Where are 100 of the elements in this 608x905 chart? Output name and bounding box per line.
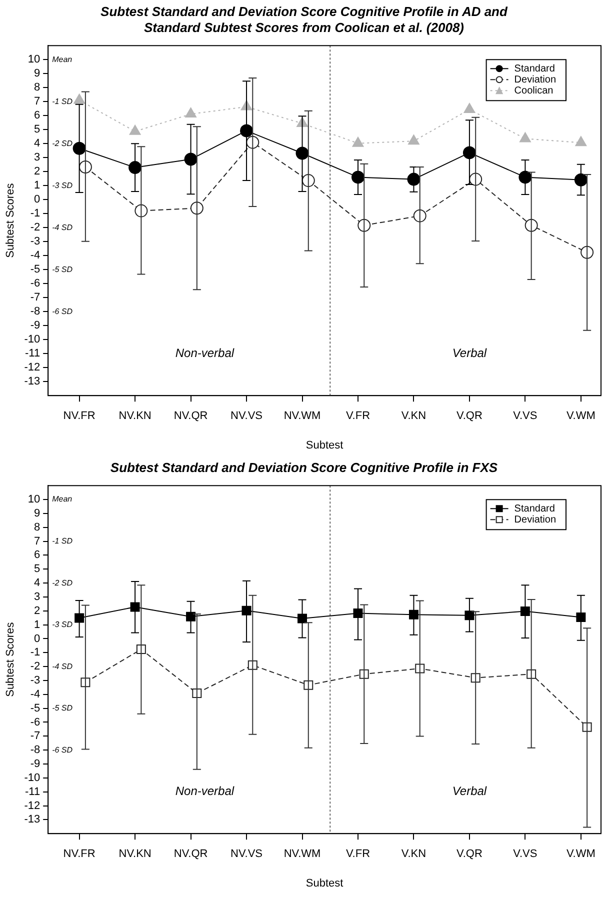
chart-title: Subtest Standard and Deviation Score Cognitive Profile in FXS (109, 460, 499, 476)
point (74, 94, 86, 104)
y-tick-label: -13 (24, 814, 40, 826)
y-tick-label: -7 (30, 730, 40, 742)
annotation: -3 SD (52, 180, 73, 190)
x-tick-label: NV.WM (284, 410, 321, 422)
x-tick-label: V.KN (401, 848, 426, 860)
y-tick-label: -13 (24, 376, 40, 388)
x-tick-label: NV.VS (230, 410, 263, 422)
y-tick-label: 6 (34, 549, 40, 562)
point (408, 134, 420, 145)
y-tick-label: 6 (34, 110, 40, 122)
annotation: -1 SD (52, 96, 73, 106)
y-axis-title: Subtest Scores (4, 182, 17, 258)
y-tick-label: 1 (34, 180, 40, 192)
y-tick-label: 2 (34, 166, 40, 178)
y-tick-label: 9 (34, 507, 40, 520)
x-axis-title: Subtest (306, 877, 344, 890)
y-tick-label: 5 (34, 124, 40, 136)
annotation: Mean (52, 494, 73, 504)
x-tick-label: NV.FR (63, 848, 96, 860)
annotation: Mean (52, 54, 73, 64)
y-tick-label: -6 (30, 716, 40, 728)
annotation: -5 SD (52, 264, 73, 274)
y-tick-label: -11 (25, 348, 40, 360)
annotation: Non-verbal (175, 346, 234, 360)
legend-label: Standard (514, 503, 555, 514)
y-tick-label: 2 (34, 604, 40, 617)
y-tick-label: 7 (34, 535, 40, 548)
annotation: -1 SD (52, 536, 73, 546)
y-tick-label: -12 (24, 800, 40, 812)
y-tick-label: -10 (24, 772, 40, 784)
annotation: -3 SD (52, 620, 73, 630)
y-tick-label: 7 (34, 96, 40, 108)
y-tick-label: -10 (24, 334, 40, 346)
y-tick-label: 8 (34, 521, 40, 534)
point (464, 102, 476, 113)
y-tick-label: 10 (28, 54, 40, 66)
x-tick-label: V.FR (346, 410, 370, 422)
annotation: -5 SD (52, 704, 73, 713)
annotation: -4 SD (52, 662, 73, 671)
y-tick-label: -6 (30, 278, 40, 290)
y-tick-label: -4 (30, 250, 40, 262)
y-tick-label: 1 (34, 618, 40, 631)
x-tick-label: NV.VS (230, 848, 263, 860)
y-tick-label: -9 (30, 758, 40, 770)
chart-title: Subtest Standard and Deviation Score Cognitive Profile in AD and Standard Subtest Scores from Coolican et al. (2008) (100, 4, 509, 36)
annotation: -2 SD (52, 138, 73, 148)
y-tick-label: 4 (34, 577, 40, 590)
y-tick-label: -3 (30, 236, 40, 248)
x-tick-label: NV.KN (118, 410, 152, 422)
y-tick-label: -12 (24, 362, 40, 374)
y-tick-label: 9 (34, 68, 40, 80)
x-tick-label: NV.QR (174, 410, 208, 422)
legend-label: Deviation (514, 514, 556, 526)
annotation: -6 SD (52, 306, 73, 316)
x-tick-label: V.WM (566, 848, 596, 860)
x-tick-label: NV.FR (63, 410, 96, 422)
y-tick-label: 4 (34, 138, 40, 150)
point (352, 136, 364, 147)
y-tick-label: 0 (34, 194, 40, 206)
y-tick-label: 0 (34, 632, 40, 645)
x-tick-label: NV.QR (174, 848, 208, 860)
x-tick-label: V.QR (456, 848, 482, 860)
annotation: -2 SD (52, 578, 73, 588)
y-tick-label: -2 (30, 222, 40, 234)
y-tick-label: 5 (34, 563, 40, 576)
x-tick-label: NV.WM (284, 848, 321, 860)
x-tick-label: V.VS (513, 848, 538, 860)
annotation: Non-verbal (175, 784, 234, 798)
legend-label: Standard (514, 63, 555, 74)
legend-label: Deviation (514, 74, 556, 86)
annotation: Verbal (452, 784, 487, 798)
y-tick-label: -5 (30, 702, 40, 714)
y-tick-label: -9 (30, 320, 40, 332)
x-tick-label: V.QR (456, 410, 482, 422)
y-tick-label: 8 (34, 82, 40, 94)
y-tick-label: -8 (30, 306, 40, 318)
x-tick-label: V.VS (513, 410, 538, 422)
y-tick-label: -11 (25, 786, 40, 798)
y-tick-label: 3 (34, 152, 40, 164)
y-tick-label: 3 (34, 590, 40, 603)
annotation: -6 SD (52, 745, 73, 754)
y-tick-label: -2 (30, 660, 40, 673)
x-tick-label: V.FR (346, 848, 370, 860)
legend-label: Coolican (514, 85, 554, 96)
y-tick-label: -1 (30, 646, 40, 659)
x-axis-title: Subtest (306, 439, 344, 452)
point (129, 124, 141, 135)
y-tick-label: -1 (30, 208, 40, 220)
point (575, 136, 587, 146)
point (520, 132, 531, 142)
annotation: -4 SD (52, 222, 73, 232)
y-tick-label: -5 (30, 264, 40, 276)
y-axis-title: Subtest Scores (4, 622, 17, 697)
x-tick-label: V.KN (401, 410, 426, 422)
y-tick-label: -3 (30, 674, 40, 687)
annotation: Verbal (452, 346, 487, 360)
x-tick-label: NV.KN (118, 848, 152, 860)
y-tick-label: -8 (30, 744, 40, 756)
